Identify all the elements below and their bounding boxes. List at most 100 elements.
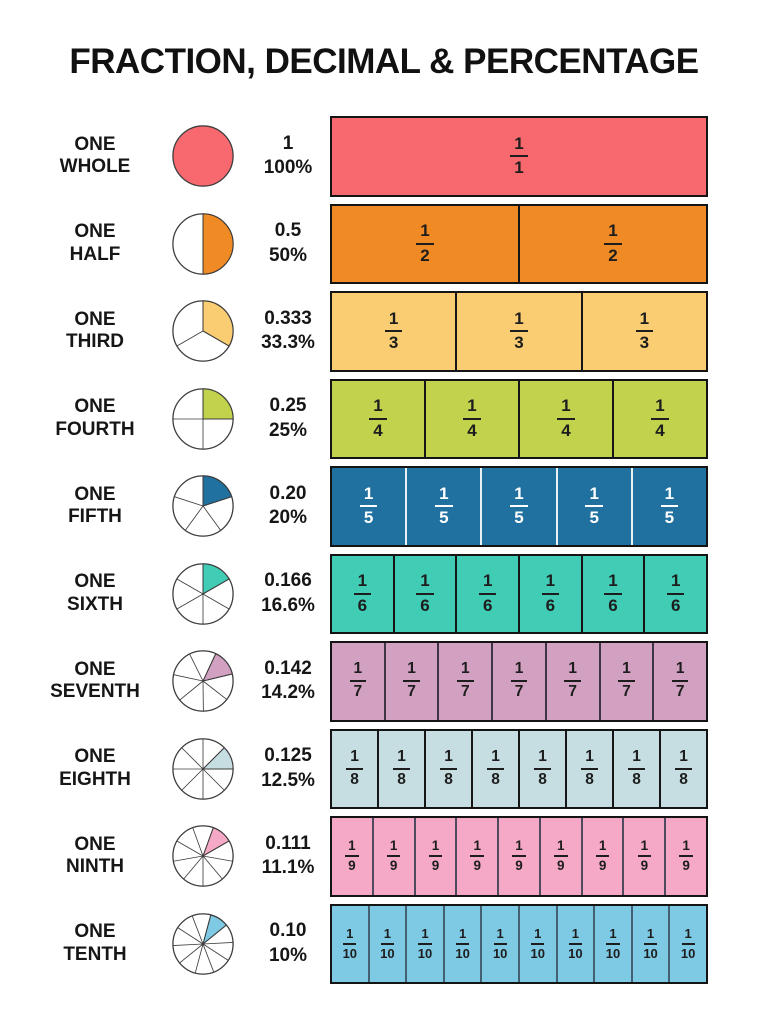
decimal-percent: 0.142 14.2%: [246, 657, 330, 706]
fraction-denominator: 8: [491, 770, 500, 788]
fraction-name: ONE TENTH: [30, 921, 160, 966]
fraction-numerator: 1: [478, 571, 497, 595]
fraction-numerator: 1: [679, 838, 693, 858]
one-third-pie: [160, 299, 246, 363]
fraction-bar-cell: 1 10: [442, 905, 481, 982]
decimal-percent: 0.10 10%: [246, 919, 330, 968]
fraction-numerator: 1: [534, 748, 551, 770]
decimal-value: 0.20: [269, 482, 307, 504]
percent-value: 33.3%: [261, 332, 315, 354]
fraction-value: 1 10: [681, 926, 695, 962]
decimal-percent: 0.125 12.5%: [246, 744, 330, 793]
fraction-denominator: 3: [514, 333, 524, 353]
fraction-value: 1 10: [418, 926, 432, 962]
fraction-denominator: 9: [431, 858, 440, 874]
fraction-denominator: 8: [397, 770, 406, 788]
fraction-value: 1 10: [493, 926, 507, 962]
fraction-name-top: ONE: [74, 921, 116, 943]
percent-value: 11.1%: [261, 857, 315, 879]
fraction-name-top: ONE: [74, 483, 116, 505]
fraction-denominator: 8: [585, 770, 594, 788]
fraction-denominator: 8: [632, 770, 641, 788]
fraction-denominator: 8: [538, 770, 547, 788]
fraction-bar-cell: 1 10: [367, 905, 406, 982]
fraction-row-one-eighth: ONE EIGHTH 0.125 12.5% 1 8 1 8 1 8 1 8 1 8 1 8 1 8 1 8: [30, 728, 708, 809]
fraction-name-top: ONE: [74, 308, 116, 330]
fraction-numerator: 1: [554, 838, 568, 858]
fraction-denominator: 2: [420, 245, 430, 265]
fraction-numerator: 1: [470, 838, 484, 858]
fraction-numerator: 1: [493, 926, 507, 945]
fraction-denominator: 9: [348, 858, 356, 874]
fraction-denominator: 6: [420, 595, 430, 615]
fraction-row-one-seventh: ONE SEVENTH 0.142 14.2% 1 7 1 7 1 7 1 7 1 7 1 7 1 7: [30, 641, 708, 722]
fraction-name-top: ONE: [74, 133, 116, 155]
fraction-numerator: 1: [359, 484, 378, 508]
decimal-percent: 1 100%: [246, 132, 330, 181]
decimal-value: 0.5: [274, 220, 302, 242]
fraction-numerator: 1: [380, 926, 394, 945]
fraction-name: ONE FIFTH: [30, 484, 160, 529]
fraction-name-bottom: HALF: [69, 243, 121, 265]
fraction-rows: ONE WHOLE 1 100% 1 1 ONE HALF 0.5 50% 1 2 1 2 ONE THIRD…: [0, 116, 768, 984]
decimal-percent: 0.333 33.3%: [246, 307, 330, 356]
fraction-denominator: 10: [380, 945, 395, 961]
fraction-denominator: 3: [388, 333, 399, 353]
fraction-numerator: 1: [604, 571, 622, 595]
fraction-row-one-whole: ONE WHOLE 1 100% 1 1: [30, 116, 708, 197]
fraction-denominator: 5: [439, 508, 449, 528]
percent-value: 12.5%: [261, 769, 315, 791]
fraction-name-bottom: TENTH: [63, 943, 127, 965]
fraction-denominator: 10: [492, 945, 508, 961]
fraction-numerator: 1: [564, 660, 582, 683]
fraction-numerator: 1: [440, 748, 457, 770]
fraction-numerator: 1: [651, 396, 669, 420]
fraction-bar-cell: 1 10: [555, 905, 594, 982]
fraction-bar-cell: 1 10: [480, 905, 518, 982]
one-fifth-pie: [160, 474, 246, 538]
fraction-name: ONE FOURTH: [30, 396, 160, 441]
fraction-numerator: 1: [635, 309, 654, 333]
decimal-value: 0.142: [264, 657, 312, 679]
fraction-denominator: 5: [664, 508, 675, 528]
decimal-percent: 0.20 20%: [246, 482, 330, 531]
fraction-denominator: 10: [643, 945, 658, 961]
fraction-numerator: 1: [463, 396, 481, 420]
fraction-denominator: 8: [679, 770, 688, 788]
fraction-name-top: ONE: [74, 658, 116, 680]
fraction-denominator: 7: [353, 683, 363, 701]
fraction-numerator: 1: [386, 838, 401, 858]
decimal-percent: 0.166 16.6%: [246, 569, 330, 618]
